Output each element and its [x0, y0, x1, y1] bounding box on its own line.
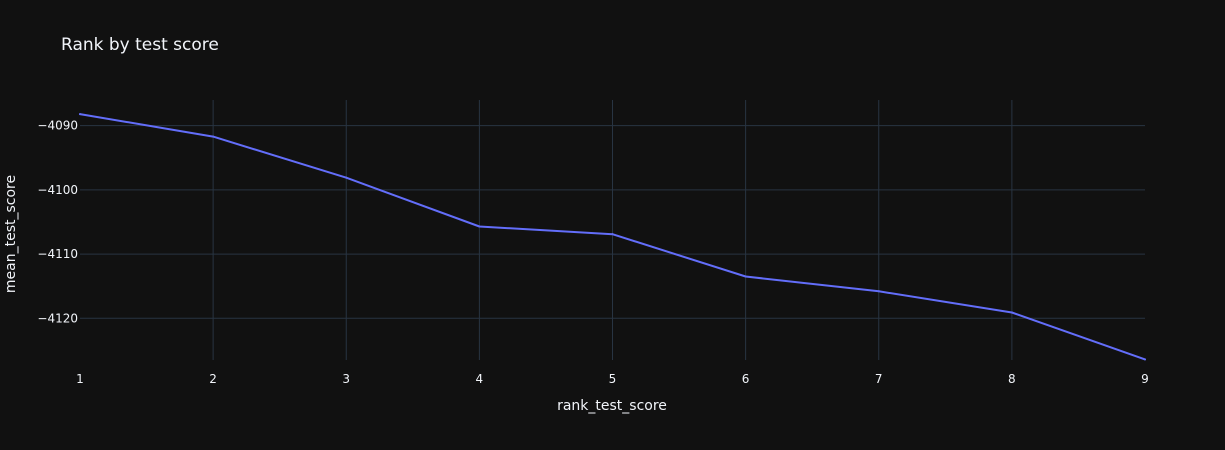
y-tick-labels: −4090 −4100 −4110 −4120: [37, 119, 78, 326]
y-tick-label: −4100: [37, 183, 78, 197]
y-tick-label: −4110: [37, 247, 78, 261]
y-tick-label: −4090: [37, 119, 78, 133]
x-tick-labels: 1 2 3 4 5 6 7 8 9: [76, 372, 1149, 386]
chart-title: Rank by test score: [61, 35, 219, 55]
x-tick-label: 2: [209, 372, 217, 386]
data-point: [877, 290, 880, 293]
x-tick-label: 8: [1008, 372, 1016, 386]
data-point: [212, 135, 215, 138]
x-axis-title: rank_test_score: [557, 398, 667, 414]
x-tick-label: 3: [342, 372, 350, 386]
data-point: [345, 176, 348, 179]
y-gridlines: [80, 125, 1145, 319]
x-tick-label: 4: [476, 372, 484, 386]
data-point: [744, 275, 747, 278]
data-point: [1144, 358, 1146, 361]
x-tick-label: 9: [1141, 372, 1149, 386]
x-tick-label: 6: [742, 372, 750, 386]
x-tick-label: 1: [76, 372, 84, 386]
y-axis-title: mean_test_score: [3, 175, 19, 293]
series-group: [79, 113, 1146, 361]
y-tick-label: −4120: [37, 311, 78, 325]
x-tick-label: 7: [875, 372, 883, 386]
data-point: [478, 225, 481, 228]
data-point: [611, 233, 614, 236]
x-gridlines: [212, 100, 1013, 360]
x-tick-label: 5: [609, 372, 617, 386]
data-point: [1010, 311, 1013, 314]
data-point: [79, 113, 81, 116]
